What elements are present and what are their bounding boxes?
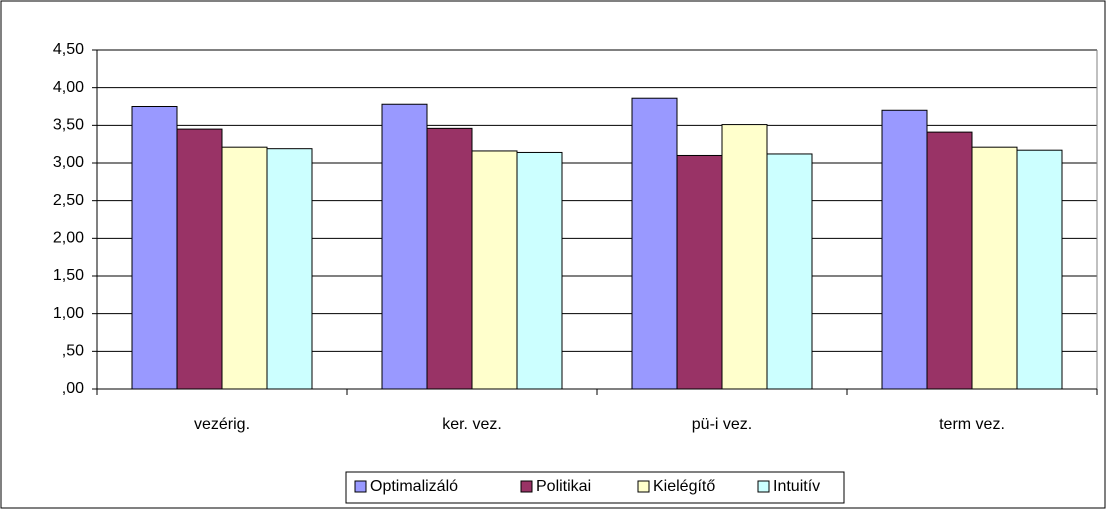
legend-label: Politikai <box>536 478 591 495</box>
y-tick-label: 3,00 <box>53 154 84 171</box>
bar <box>131 106 178 390</box>
bar <box>971 146 1018 390</box>
bar <box>176 128 223 390</box>
y-tick-label: 4,50 <box>53 41 84 58</box>
bar <box>221 146 268 390</box>
y-tick-label: 4,00 <box>53 79 84 96</box>
bar <box>676 154 723 390</box>
y-tick-label: 1,50 <box>53 267 84 284</box>
bar <box>631 97 678 390</box>
y-tick-label: ,00 <box>62 380 84 397</box>
bar <box>721 124 768 390</box>
bar <box>926 131 973 390</box>
bar <box>426 127 473 390</box>
bar <box>1016 149 1063 390</box>
x-tick-label: term vez. <box>939 416 1005 433</box>
legend-swatch <box>757 480 770 493</box>
legend-label: Intuitív <box>773 478 820 495</box>
bar <box>266 148 313 390</box>
legend-label: Optimalizáló <box>370 478 458 495</box>
legend-swatch <box>520 480 533 493</box>
legend-label: Kielégítő <box>653 478 715 495</box>
y-tick-label: 3,50 <box>53 117 84 134</box>
bar <box>381 103 428 390</box>
y-tick-label: 2,00 <box>53 230 84 247</box>
x-tick-label: ker. vez. <box>442 416 502 433</box>
bar <box>516 151 563 390</box>
x-tick-label: pü-i vez. <box>692 416 752 433</box>
y-tick-label: 2,50 <box>53 192 84 209</box>
bar <box>471 150 518 390</box>
legend-swatch <box>354 480 367 493</box>
y-tick-label: 1,00 <box>53 305 84 322</box>
bar <box>881 109 928 390</box>
y-tick-label: ,50 <box>62 343 84 360</box>
x-tick-label: vezérig. <box>194 416 250 433</box>
bar <box>766 153 813 390</box>
legend-swatch <box>637 480 650 493</box>
